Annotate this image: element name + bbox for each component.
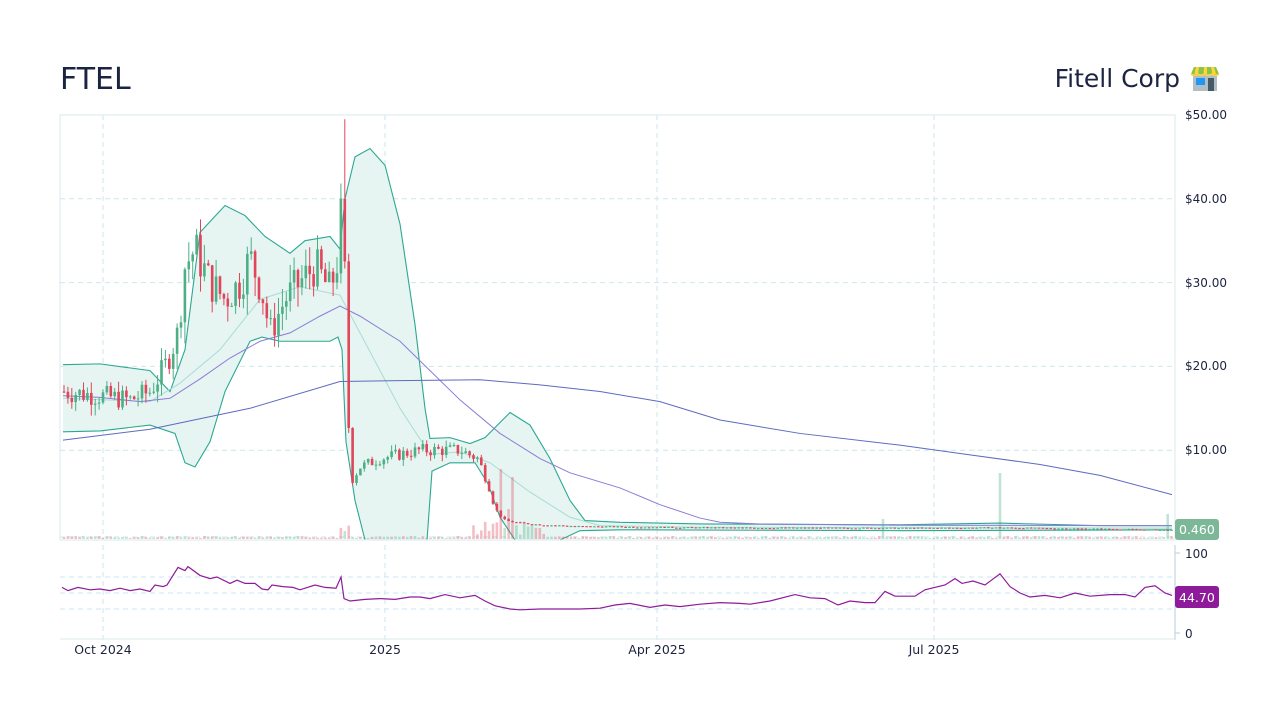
company-name: Fitell Corp: [1054, 64, 1180, 93]
store-icon: [1190, 66, 1220, 91]
rsi-tick-0: 0: [1185, 627, 1193, 641]
candlesticks: [62, 119, 1173, 531]
volume-bars: [62, 469, 1173, 539]
last-price-label: 0.460: [1179, 522, 1215, 537]
last-price-badge: [1175, 519, 1219, 540]
price-tick-30: $30.00: [1185, 276, 1227, 290]
x-tick-jul-2025: Jul 2025: [908, 642, 960, 657]
rsi-value-badge: [1175, 586, 1219, 608]
company-header: Fitell Corp: [1055, 64, 1220, 93]
ticker-symbol: FTEL: [60, 62, 131, 97]
price-tick-20: $20.00: [1185, 359, 1227, 373]
x-tick-2025: 2025: [369, 642, 401, 657]
moving-averages: [62, 305, 1173, 527]
price-tick-50: $50.00: [1185, 108, 1227, 122]
rsi-panel: [61, 565, 1173, 611]
rsi-value-label: 44.70: [1179, 590, 1215, 605]
bollinger-bands: [62, 147, 1173, 541]
price-tick-10: $10.00: [1185, 443, 1227, 457]
price-tick-40: $40.00: [1185, 192, 1227, 206]
rsi-tick-100: 100: [1185, 547, 1208, 561]
x-tick-oct-2024: Oct 2024: [74, 642, 131, 657]
x-tick-apr-2025: Apr 2025: [628, 642, 685, 657]
